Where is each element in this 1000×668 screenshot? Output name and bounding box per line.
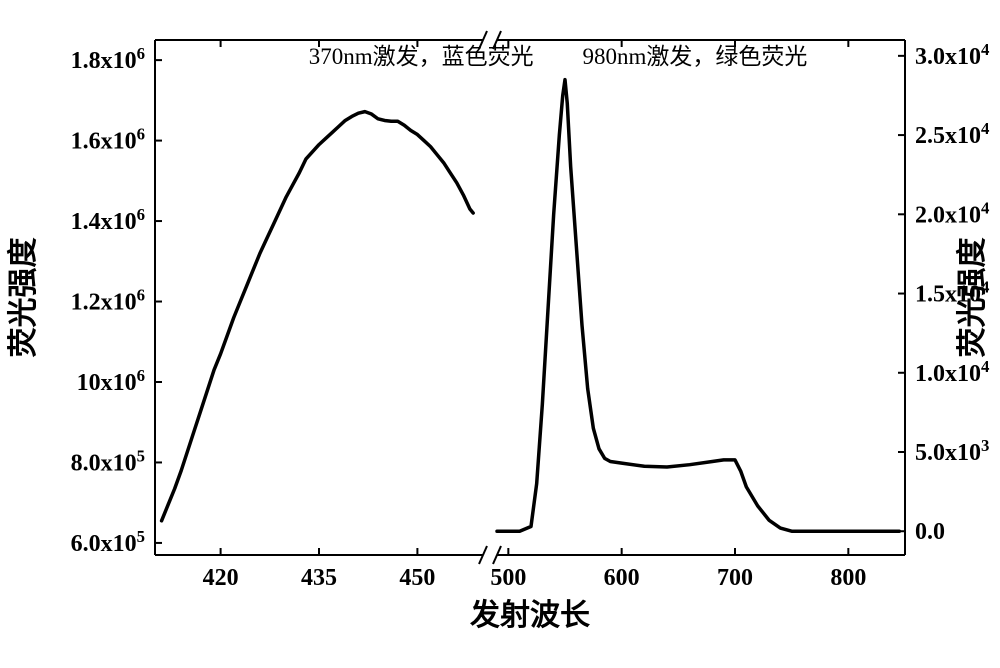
svg-text:2.5x104: 2.5x104 (915, 119, 990, 150)
svg-text:600: 600 (604, 565, 640, 591)
svg-text:5.0x103: 5.0x103 (915, 436, 989, 467)
svg-text:500: 500 (490, 565, 526, 591)
svg-text:8.0x105: 8.0x105 (71, 446, 145, 477)
svg-text:荧光强度: 荧光强度 (7, 238, 40, 358)
svg-text:435: 435 (301, 565, 337, 591)
svg-text:420: 420 (203, 565, 239, 591)
chart-container: 420 435 450 500 600 700 800 6.0x105 8.0x105 10x10… (0, 0, 1000, 668)
svg-text:发射波长: 发射波长 (469, 599, 590, 632)
svg-text:980nm激发，绿色荧光: 980nm激发，绿色荧光 (583, 44, 808, 69)
svg-text:0.0: 0.0 (915, 519, 945, 545)
svg-text:370nm激发，蓝色荧光: 370nm激发，蓝色荧光 (309, 44, 534, 69)
svg-text:800: 800 (830, 565, 866, 591)
chart-svg: 420 435 450 500 600 700 800 6.0x105 8.0x105 10x10… (0, 0, 1000, 668)
svg-text:2.0x104: 2.0x104 (915, 198, 990, 229)
svg-text:450: 450 (399, 565, 435, 591)
series-blue-fluorescence (162, 112, 474, 521)
svg-text:1.2x106: 1.2x106 (71, 285, 145, 316)
svg-text:1.4x106: 1.4x106 (71, 205, 145, 236)
svg-text:1.0x104: 1.0x104 (915, 356, 990, 387)
svg-text:1.6x106: 1.6x106 (71, 124, 145, 155)
svg-text:10x106: 10x106 (77, 365, 145, 396)
svg-text:6.0x105: 6.0x105 (71, 526, 145, 557)
series-green-fluorescence (497, 80, 899, 532)
svg-text:3.0x104: 3.0x104 (915, 39, 990, 70)
svg-text:1.8x106: 1.8x106 (71, 44, 145, 75)
svg-text:700: 700 (717, 565, 753, 591)
svg-text:荧光强度: 荧光强度 (956, 238, 989, 358)
